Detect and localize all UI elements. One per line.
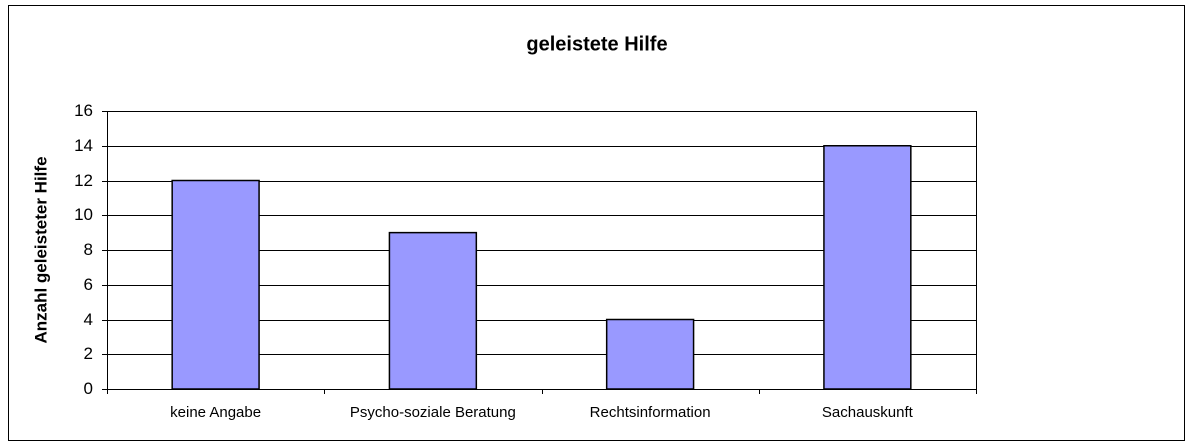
y-tick-label: 4 (84, 310, 93, 329)
y-tick-label: 16 (74, 101, 93, 120)
x-tick-label: Psycho-soziale Beratung (350, 404, 516, 421)
chart-title: geleistete Hilfe (526, 33, 667, 55)
bar (171, 179, 260, 390)
y-tick-label: 6 (84, 275, 93, 294)
y-tick-label: 8 (84, 240, 93, 259)
bar (823, 145, 912, 390)
x-tick-label: Rechtsinformation (590, 404, 711, 421)
x-tick-label: Sachauskunft (822, 404, 914, 421)
y-tick-label: 12 (74, 171, 93, 190)
y-tick-label: 0 (84, 379, 93, 398)
y-tick-label: 10 (74, 205, 93, 224)
y-axis-label: Anzahl geleisteter Hilfe (31, 156, 50, 343)
bar (605, 318, 695, 390)
y-tick-label: 2 (84, 344, 93, 363)
y-tick-label: 14 (74, 136, 93, 155)
bar (388, 231, 478, 390)
x-tick-label: keine Angabe (170, 404, 261, 421)
